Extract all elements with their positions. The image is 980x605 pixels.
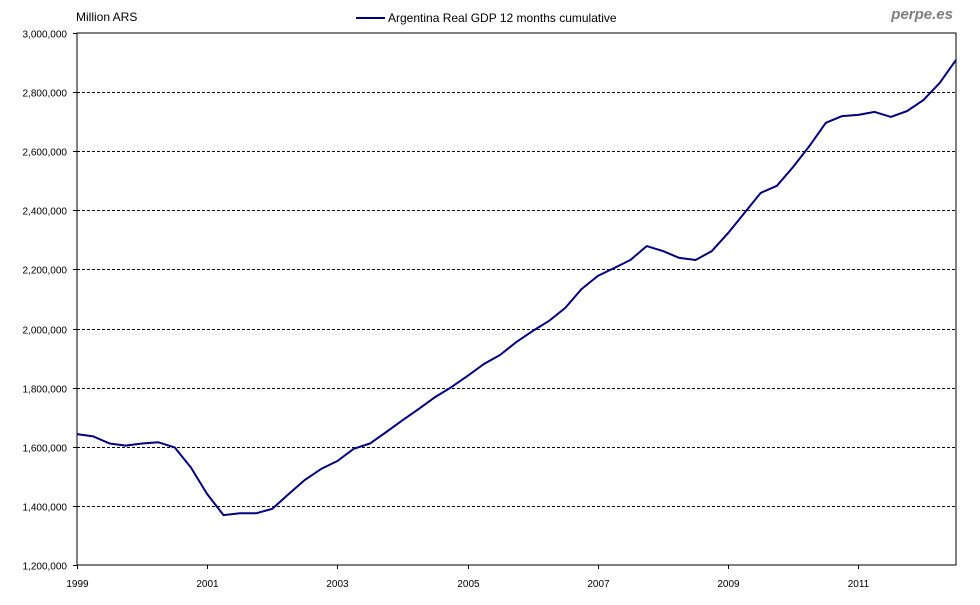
y-tick-label: 1,600,000 — [23, 444, 68, 455]
y-tick-label: 1,200,000 — [23, 562, 68, 573]
x-tick-label: 2005 — [457, 579, 480, 590]
x-tick-label: 2003 — [326, 579, 349, 590]
y-tick-label: 2,000,000 — [23, 326, 68, 337]
x-tick-label: 2001 — [196, 579, 219, 590]
x-tick-label: 1999 — [66, 579, 89, 590]
y-axis-label: Million ARS — [76, 10, 137, 24]
watermark-logo: perpe.es — [890, 6, 953, 23]
legend: Argentina Real GDP 12 months cumulative — [356, 11, 617, 25]
series-group — [76, 59, 957, 517]
y-tick-label: 1,800,000 — [23, 385, 68, 396]
x-tick-label: 2011 — [848, 579, 870, 590]
y-tick-label: 2,400,000 — [23, 207, 68, 218]
y-tick-label: 1,400,000 — [23, 503, 68, 514]
y-tick-label: 3,000,000 — [23, 30, 68, 41]
x-axis-ticks: 1999 2001 2003 2005 2007 2009 2011 — [66, 565, 870, 590]
y-tick-label: 2,200,000 — [23, 266, 68, 277]
y-axis-ticks: 1,200,000 1,400,000 1,600,000 1,800,000 2,00… — [23, 30, 77, 573]
x-tick-label: 2007 — [587, 579, 610, 590]
plot-area-border — [76, 32, 957, 566]
gridlines — [77, 92, 956, 507]
legend-label: Argentina Real GDP 12 months cumulative — [388, 11, 617, 25]
x-tick-label: 2009 — [717, 579, 740, 590]
y-tick-label: 2,600,000 — [23, 148, 68, 159]
y-tick-label: 2,800,000 — [23, 89, 68, 100]
series-line-gdp — [76, 59, 957, 517]
